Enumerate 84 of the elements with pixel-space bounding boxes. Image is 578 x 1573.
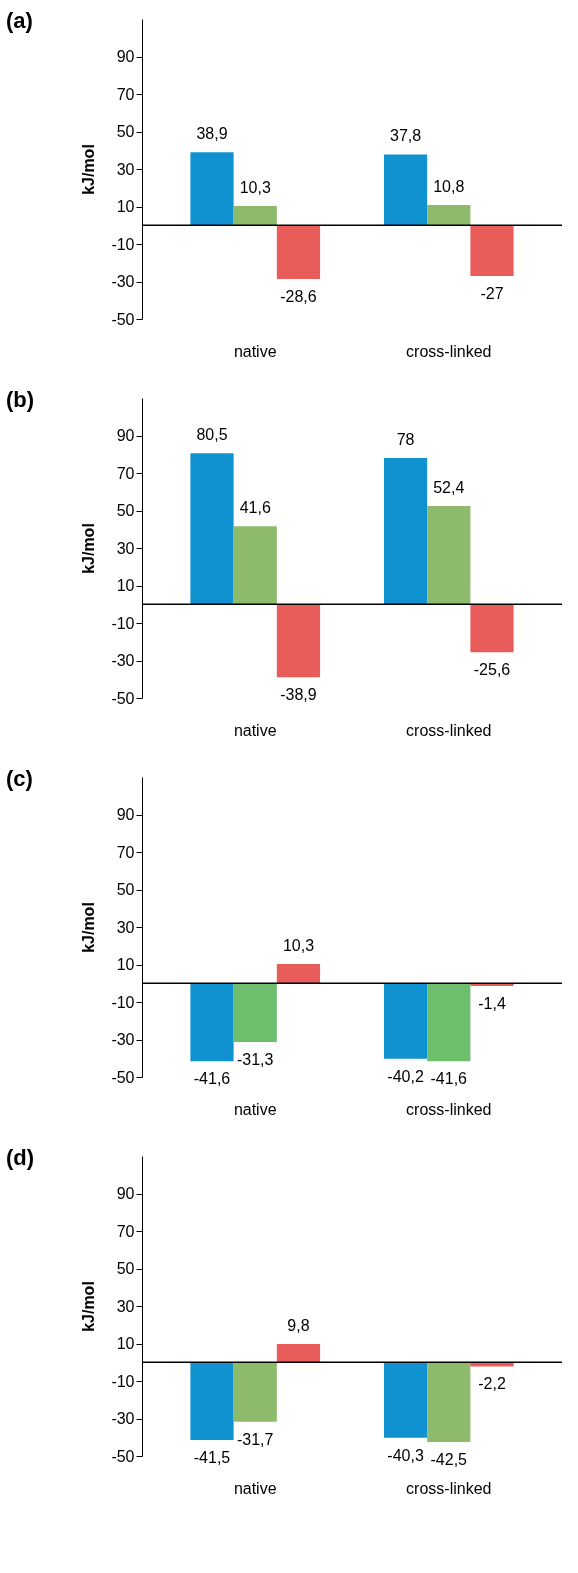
x-tick-label: native [233, 721, 277, 739]
y-tick-label: -30 [111, 273, 135, 290]
data-label: -41,5 [193, 1449, 231, 1467]
y-tick-label: 10 [116, 956, 135, 973]
bar [276, 604, 321, 678]
chart-title: (b) [5, 387, 34, 412]
y-tick-label: -10 [111, 235, 135, 253]
chart-title: (c) [5, 766, 33, 791]
y-tick-label: -30 [111, 1031, 135, 1048]
y-tick-label: 70 [116, 85, 135, 103]
y-axis-title: kJ/mol [80, 1281, 98, 1332]
chart-title: (d) [5, 1145, 34, 1170]
data-label: -41,6 [430, 1070, 468, 1088]
bar [470, 604, 514, 653]
y-tick-label: 50 [116, 881, 135, 898]
x-tick-label: native [233, 1479, 277, 1497]
chart-title: (a) [5, 8, 33, 33]
bar [190, 152, 234, 226]
data-label: 37,8 [389, 127, 422, 145]
data-label: -40,2 [387, 1067, 424, 1085]
y-tick-label: 90 [116, 806, 135, 823]
y-tick-label: 90 [116, 427, 135, 444]
bar [276, 225, 321, 279]
data-label: -31,3 [236, 1050, 274, 1068]
y-tick-label: -10 [111, 614, 135, 632]
y-tick-label: -30 [111, 652, 135, 669]
y-tick-label: -50 [111, 1447, 135, 1465]
x-tick-label: native [233, 1100, 277, 1118]
data-label: 38,9 [196, 125, 228, 143]
y-tick-label: 10 [116, 198, 135, 215]
bar [190, 453, 234, 605]
data-label: 52,4 [433, 479, 465, 496]
bar [427, 506, 471, 605]
y-tick-label: 70 [116, 464, 135, 482]
data-label: 10,8 [433, 178, 465, 195]
y-tick-label: -50 [111, 310, 135, 328]
y-tick-label: 70 [116, 1222, 135, 1240]
data-label: 80,5 [196, 426, 228, 444]
data-label: 10,3 [239, 178, 271, 196]
y-tick-label: -30 [111, 1410, 135, 1427]
y-tick-label: 90 [116, 1185, 135, 1202]
y-tick-label: 50 [116, 502, 135, 519]
x-tick-label: cross-linked [406, 1100, 492, 1118]
y-tick-label: 50 [116, 1260, 135, 1277]
y-tick-label: -50 [111, 689, 135, 707]
y-tick-label: 50 [116, 123, 135, 140]
x-tick-label: cross-linked [406, 342, 492, 360]
x-tick-label: cross-linked [406, 1479, 492, 1497]
y-tick-label: -10 [111, 1372, 135, 1390]
bar [427, 205, 471, 226]
data-label: -31,7 [236, 1430, 274, 1448]
y-tick-label: -10 [111, 993, 135, 1011]
y-tick-label: 10 [116, 1335, 135, 1352]
bar [233, 526, 277, 605]
bar [383, 154, 428, 226]
y-tick-label: 70 [116, 843, 135, 861]
data-label: 9,8 [287, 1316, 310, 1334]
data-label: -40,3 [387, 1446, 424, 1464]
y-axis-title: kJ/mol [80, 523, 98, 574]
y-tick-label: -50 [111, 1068, 135, 1086]
data-label: -42,5 [430, 1450, 468, 1468]
y-axis-title: kJ/mol [80, 902, 98, 953]
data-label: -1,4 [478, 994, 506, 1012]
y-axis-title: kJ/mol [80, 144, 98, 195]
bar [233, 205, 277, 226]
y-tick-label: 10 [116, 577, 135, 594]
data-label: -27 [480, 284, 504, 302]
data-label: -38,9 [280, 686, 317, 704]
bar [470, 225, 514, 276]
data-label: 78 [396, 431, 415, 448]
data-label: -2,2 [478, 1375, 506, 1393]
data-label: -41,6 [193, 1070, 231, 1088]
x-tick-label: cross-linked [406, 721, 492, 739]
bar [383, 458, 428, 605]
x-tick-label: native [233, 342, 277, 360]
data-label: -28,6 [280, 287, 317, 305]
y-tick-label: 90 [116, 48, 135, 65]
y-tick-label: 30 [116, 1297, 135, 1315]
y-tick-label: 30 [116, 160, 135, 178]
y-tick-label: 30 [116, 539, 135, 557]
data-label: -25,6 [473, 661, 511, 679]
data-label: 41,6 [239, 499, 271, 517]
y-tick-label: 30 [116, 918, 135, 936]
data-label: 10,3 [282, 936, 315, 954]
